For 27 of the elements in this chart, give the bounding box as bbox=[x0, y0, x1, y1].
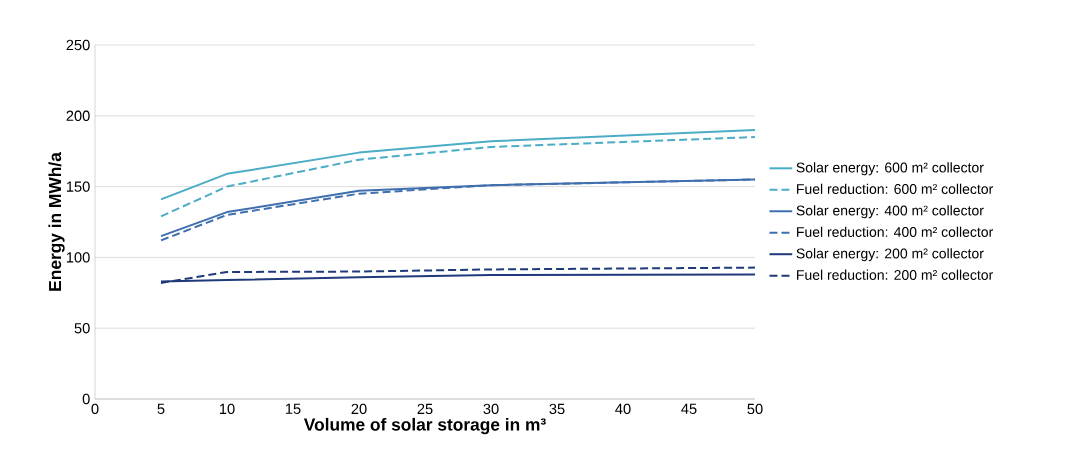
legend-label: Fuel reduction: 600 m² collector bbox=[797, 183, 994, 194]
y-tick-label: 100 bbox=[66, 252, 90, 263]
x-tick-label: 0 bbox=[91, 403, 99, 415]
x-tick-label: 10 bbox=[219, 403, 235, 415]
x-tick-label: 40 bbox=[615, 403, 631, 415]
y-tick-label: 50 bbox=[74, 323, 90, 334]
x-tick-label: 45 bbox=[681, 403, 697, 414]
x-tick-label: 5 bbox=[157, 403, 165, 414]
x-tick-label: 15 bbox=[285, 403, 301, 414]
legend-label: Fuel reduction: 200 m² collector bbox=[797, 269, 994, 280]
legend-label: Solar energy: 400 m² collector bbox=[796, 205, 984, 219]
legend-label: Solar energy: 200 m² collector bbox=[796, 248, 984, 262]
x-tick-label: 30 bbox=[483, 403, 499, 415]
line-series bbox=[160, 128, 756, 201]
y-axis-title: Energy in MWh/a bbox=[48, 152, 65, 291]
y-tick-label: 200 bbox=[66, 110, 90, 121]
y-tick-label: 0 bbox=[82, 393, 90, 405]
x-tick-label: 25 bbox=[417, 403, 433, 415]
x-tick-label: 50 bbox=[747, 403, 763, 415]
x-tick-label: 35 bbox=[549, 403, 565, 415]
x-tick-label: 20 bbox=[351, 403, 367, 415]
x-axis-title: Volume of solar storage in m³ bbox=[303, 417, 546, 435]
legend-label: Solar energy: 600 m² collector bbox=[796, 162, 984, 176]
legend-label: Fuel reduction: 400 m² collector bbox=[797, 226, 994, 237]
y-tick-label: 250 bbox=[66, 39, 90, 51]
line-series bbox=[160, 136, 756, 218]
y-tick-label: 150 bbox=[66, 181, 90, 192]
